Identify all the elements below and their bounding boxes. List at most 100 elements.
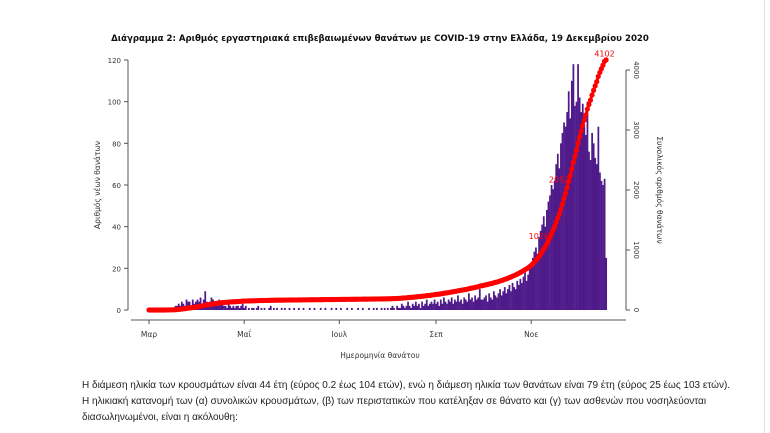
bar (581, 103, 584, 310)
bar (558, 168, 561, 310)
bar (538, 237, 540, 310)
bar (293, 307, 296, 310)
bar (396, 305, 398, 310)
bar (340, 307, 342, 310)
cumulative-label: 4102 (594, 49, 614, 58)
bar (400, 303, 403, 310)
bar (416, 305, 419, 310)
cumulative-point (594, 79, 600, 85)
bar (226, 307, 228, 310)
cumulative-point (569, 166, 575, 172)
bar (408, 305, 411, 310)
bar (533, 251, 536, 310)
bar (572, 64, 575, 311)
cumulative-point (578, 128, 584, 134)
bar (567, 91, 570, 310)
cumulative-point (572, 153, 578, 159)
bar (405, 305, 408, 310)
cumulative-point (573, 147, 580, 153)
bar (469, 299, 472, 310)
bar (410, 307, 413, 310)
bar (391, 305, 394, 310)
bar (443, 297, 445, 310)
median-age-text: Η διάμεση ηλικία των κρουσμάτων είναι 44… (82, 380, 731, 391)
bar (429, 303, 431, 310)
bar (600, 180, 603, 310)
cumulative-point (589, 92, 595, 98)
bar (438, 305, 441, 310)
bar (525, 280, 528, 310)
bar (570, 80, 573, 310)
bar (427, 305, 430, 310)
x-tick-label: Μαΐ (237, 330, 251, 339)
bar (505, 293, 508, 310)
bar (521, 282, 523, 310)
cumulative-point (575, 140, 581, 146)
bar (441, 303, 444, 310)
bar (230, 307, 233, 310)
bar (514, 289, 517, 310)
cumulative-point (559, 201, 566, 207)
bar (510, 291, 512, 310)
cumulative-point (581, 117, 587, 123)
bar (421, 301, 423, 310)
bar (450, 297, 453, 310)
bar (232, 305, 235, 310)
bar (530, 264, 533, 310)
bar (422, 305, 425, 310)
bar (424, 303, 427, 310)
bar (413, 305, 416, 310)
x-tick-label: Σεπ (429, 330, 443, 339)
y2-axis-label: Συνολικός αριθμός θανάτων (655, 136, 664, 243)
bar (588, 151, 590, 310)
bar (273, 307, 275, 310)
bar (478, 289, 481, 310)
bar (351, 307, 353, 310)
bar (439, 299, 442, 310)
bar (361, 307, 364, 310)
cumulative-label: 1026 (529, 232, 549, 241)
bar (499, 289, 501, 310)
cumulative-point (561, 195, 567, 202)
cumulative-point (564, 185, 570, 191)
cumulative-point (584, 106, 590, 112)
bar (552, 189, 554, 310)
bar (227, 303, 230, 310)
bar (549, 195, 551, 310)
bar (425, 299, 428, 310)
cumulative-point (580, 122, 586, 128)
bar (550, 185, 553, 310)
bar (449, 301, 452, 310)
x-axis-label: Ημερομηνία θανάτου (340, 351, 420, 360)
bar (432, 303, 434, 310)
bar (586, 101, 589, 311)
bar (468, 293, 470, 310)
bar (482, 299, 484, 310)
bar (566, 112, 569, 310)
bar (241, 303, 244, 310)
axes-group: 0 20 40 60 80 100 120 0 1000 2000 3000 4000 Μαρ Μαΐ Ιο… (108, 57, 640, 339)
bar (269, 305, 272, 310)
cumulative-point (552, 224, 558, 230)
age-distribution-text-cont: διασωληνωμένοι, είναι η ακόλουθη: (82, 412, 238, 423)
bar (383, 307, 386, 310)
cumulative-point (553, 219, 559, 226)
bar (605, 257, 608, 310)
bar (457, 295, 459, 310)
bar (444, 301, 447, 310)
bar (185, 299, 188, 310)
bar (592, 143, 595, 310)
bar (280, 307, 283, 310)
bar (219, 303, 222, 310)
bar (511, 282, 514, 310)
bar (243, 307, 246, 310)
bar (541, 224, 544, 310)
bar (561, 132, 564, 310)
bar (302, 307, 305, 310)
bar (475, 299, 478, 310)
cumulative-point (562, 190, 569, 196)
bar (238, 307, 241, 310)
bar (486, 301, 489, 310)
bar (251, 307, 253, 310)
bar (480, 299, 483, 310)
